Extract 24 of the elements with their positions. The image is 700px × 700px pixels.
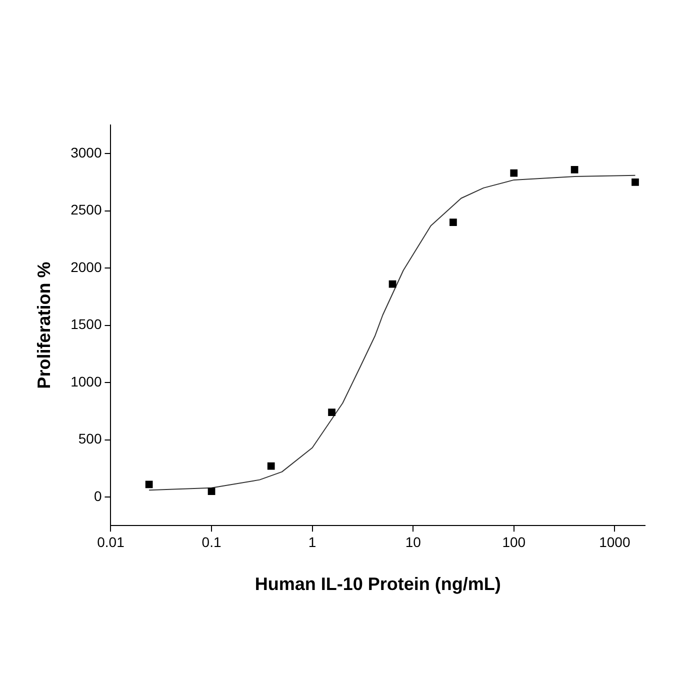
y-tick-label: 2000: [70, 258, 102, 275]
y-tick-label: 3000: [70, 144, 102, 160]
point: [208, 488, 216, 495]
point: [145, 480, 153, 488]
x-tick-label: 1000: [599, 534, 630, 550]
x-axis-title: Human IL-10 Protein (ng/mL): [254, 574, 501, 594]
x-tick-label: 0.01: [97, 534, 125, 550]
point: [267, 462, 275, 470]
point: [632, 178, 639, 186]
y-tick-label: 1500: [70, 316, 102, 332]
point: [450, 218, 457, 226]
point: [388, 280, 396, 288]
point: [570, 166, 578, 174]
y-tick-label: 500: [78, 430, 102, 447]
y-tick-label: 1000: [70, 373, 102, 390]
x-tick-label: 10: [405, 534, 422, 550]
x-tick-label: 100: [502, 534, 526, 550]
y-axis-title: Proliferation %: [34, 262, 54, 389]
x-tick-label: 1: [308, 534, 316, 550]
y-tick-label: 0: [94, 488, 102, 504]
x-tick-label: 0.1: [202, 534, 222, 550]
point: [510, 169, 518, 177]
point: [328, 408, 336, 416]
y-tick-label: 2500: [70, 202, 102, 218]
